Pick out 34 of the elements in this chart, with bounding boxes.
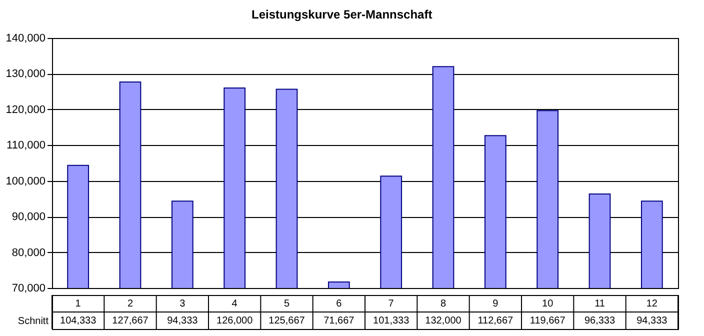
x-tick-label: 9 — [492, 298, 499, 310]
y-tick-label: 130,000 — [6, 68, 46, 80]
series-label: Schnitt — [18, 316, 49, 327]
x-tick-label: 7 — [388, 298, 394, 310]
y-tick-label: 110,000 — [6, 140, 46, 152]
data-label: 127,667 — [112, 316, 149, 326]
x-tick-label: 2 — [127, 298, 134, 310]
data-label: 132,000 — [425, 316, 462, 326]
x-tick-label: 12 — [646, 298, 658, 310]
x-tick-label: 11 — [594, 298, 606, 310]
data-label: 71,667 — [324, 316, 355, 326]
data-label: 94,333 — [636, 316, 668, 326]
y-tick-label: 140,000 — [6, 32, 46, 44]
x-tick-label: 8 — [440, 298, 446, 310]
x-tick-label: 5 — [284, 298, 290, 310]
x-tick-label: 4 — [232, 298, 238, 310]
data-label: 112,667 — [478, 316, 514, 326]
y-tick-label: 70,000 — [12, 282, 46, 294]
chart-title: Leistungskurve 5er-Mannschaft — [252, 8, 432, 22]
data-label: 94,333 — [167, 316, 198, 326]
data-label: 101,333 — [373, 316, 410, 326]
y-tick-label: 120,000 — [6, 104, 46, 116]
x-tick-label: 3 — [180, 298, 186, 310]
y-tick-label: 90,000 — [12, 211, 46, 224]
x-tick-label: 6 — [336, 298, 342, 310]
data-label: 96,333 — [584, 316, 616, 326]
y-tick-label: 80,000 — [12, 246, 46, 259]
data-label: 119,667 — [530, 316, 566, 326]
x-tick-label: 1 — [75, 298, 82, 310]
data-label: 126,000 — [216, 316, 254, 326]
data-label: 125,667 — [268, 316, 306, 326]
x-tick-label: 10 — [542, 298, 554, 310]
data-label: 104,333 — [60, 316, 97, 326]
y-tick-label: 100,000 — [6, 175, 46, 188]
